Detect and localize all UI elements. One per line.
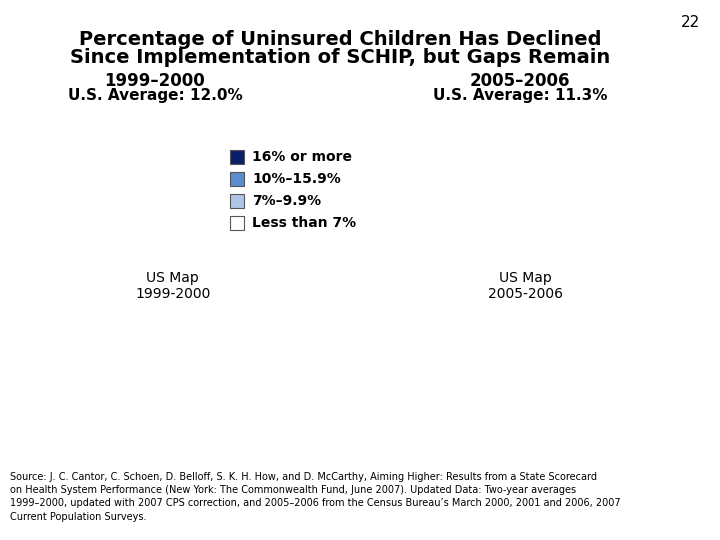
Text: U.S. Average: 12.0%: U.S. Average: 12.0%: [68, 88, 243, 103]
Text: 10%–15.9%: 10%–15.9%: [252, 172, 341, 186]
Text: Source: J. C. Cantor, C. Schoen, D. Belloff, S. K. H. How, and D. McCarthy, Aimi: Source: J. C. Cantor, C. Schoen, D. Bell…: [10, 472, 621, 522]
Text: U.S. Average: 11.3%: U.S. Average: 11.3%: [433, 88, 607, 103]
Text: 7%–9.9%: 7%–9.9%: [252, 194, 321, 208]
Text: US Map
2005-2006: US Map 2005-2006: [488, 271, 563, 301]
Text: 1999–2000: 1999–2000: [104, 72, 205, 90]
Text: 22: 22: [680, 15, 700, 30]
Text: 16% or more: 16% or more: [252, 150, 352, 164]
Text: US Map
1999-2000: US Map 1999-2000: [135, 271, 210, 301]
Text: 2005–2006: 2005–2006: [469, 72, 570, 90]
Text: Percentage of Uninsured Children Has Declined: Percentage of Uninsured Children Has Dec…: [78, 30, 601, 49]
Text: Since Implementation of SCHIP, but Gaps Remain: Since Implementation of SCHIP, but Gaps …: [70, 48, 610, 67]
Text: Less than 7%: Less than 7%: [252, 216, 356, 230]
